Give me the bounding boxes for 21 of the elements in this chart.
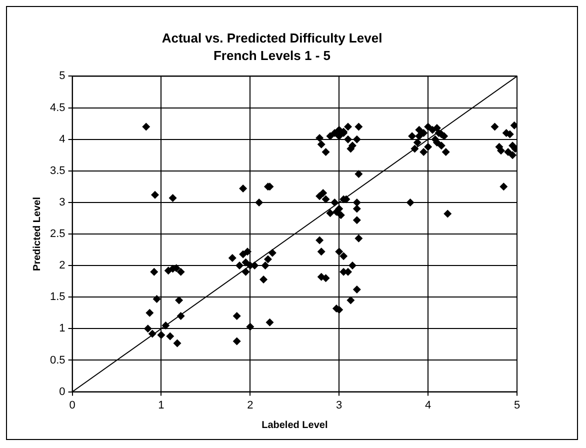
x-tick-label: 2 bbox=[247, 399, 254, 412]
x-axis-title: Labeled Level bbox=[262, 420, 328, 431]
y-tick-label: 2.5 bbox=[50, 228, 66, 240]
y-tick-label: 4 bbox=[59, 133, 66, 146]
y-tick-label: 1.5 bbox=[50, 291, 66, 304]
y-tick-label: 1 bbox=[59, 322, 66, 335]
y-tick-label: 3 bbox=[59, 196, 66, 208]
chart-subtitle: French Levels 1 - 5 bbox=[213, 48, 331, 63]
chart-title: Actual vs. Predicted Difficulty Level bbox=[162, 30, 382, 46]
y-tick-label: 2 bbox=[59, 260, 66, 272]
x-tick-label: 3 bbox=[336, 399, 342, 412]
x-tick-label: 4 bbox=[424, 399, 432, 412]
y-tick-label: 0 bbox=[59, 386, 66, 398]
y-tick-label: 0.5 bbox=[50, 354, 66, 366]
y-tick-label: 4.5 bbox=[50, 102, 66, 114]
x-tick-label: 0 bbox=[69, 399, 76, 412]
x-tick-label: 1 bbox=[158, 399, 164, 412]
y-tick-label: 5 bbox=[59, 70, 66, 82]
y-tick-label: 3.5 bbox=[50, 164, 66, 177]
y-axis-title: Predicted Level bbox=[32, 196, 43, 271]
x-tick-label: 5 bbox=[514, 399, 520, 412]
